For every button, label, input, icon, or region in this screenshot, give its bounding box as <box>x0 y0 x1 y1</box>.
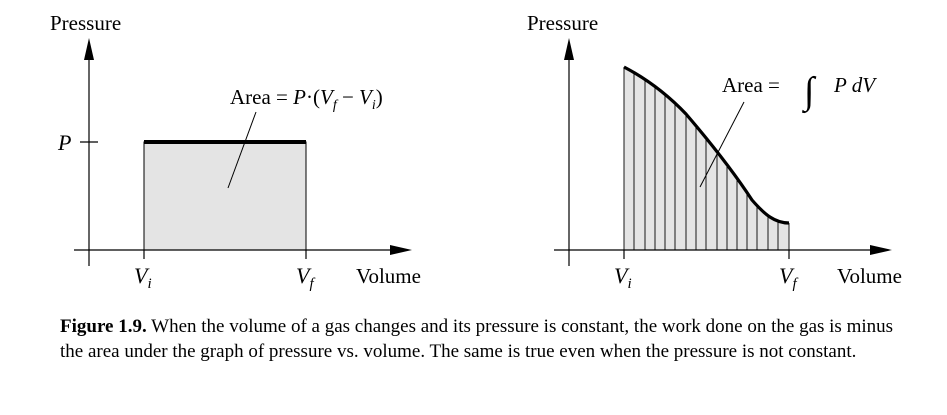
left-area-pointer <box>227 111 257 189</box>
left-graph: Pressure Volume P Vi Vf Area = P·(Vf − V… <box>50 11 421 292</box>
right-vf-label: Vf <box>779 263 798 292</box>
right-area-annotation: Area = <box>722 73 780 97</box>
right-y-axis-label: Pressure <box>527 11 598 35</box>
right-vi-label: Vi <box>614 263 632 292</box>
left-area-annotation: Area = P·(Vf − Vi) <box>230 85 383 113</box>
constant-pressure-area <box>143 141 307 251</box>
integrand: P dV <box>833 73 877 97</box>
right-x-axis-label: Volume <box>837 264 902 288</box>
left-y-arrow-icon <box>84 38 94 60</box>
caption-text: When the volume of a gas changes and its… <box>60 316 894 362</box>
figure-caption: Figure 1.9. When the volume of a gas cha… <box>60 314 920 364</box>
right-area-pointer <box>699 101 745 188</box>
riemann-strips <box>623 67 790 250</box>
integral-sign: ∫ <box>802 70 817 114</box>
left-x-axis-label: Volume <box>356 264 421 288</box>
pressure-curve <box>623 65 790 225</box>
left-vf-label: Vf <box>296 263 315 292</box>
left-vi-label: Vi <box>134 263 152 292</box>
right-graph: Pressure Volume Vi Vf Area = ∫ P dV <box>527 11 902 292</box>
left-y-axis-label: Pressure <box>50 11 121 35</box>
right-x-arrow-icon <box>870 245 892 255</box>
caption-lead: Figure 1.9. <box>60 316 147 337</box>
p-label: P <box>57 130 71 155</box>
left-x-arrow-icon <box>390 245 412 255</box>
right-y-arrow-icon <box>564 38 574 60</box>
